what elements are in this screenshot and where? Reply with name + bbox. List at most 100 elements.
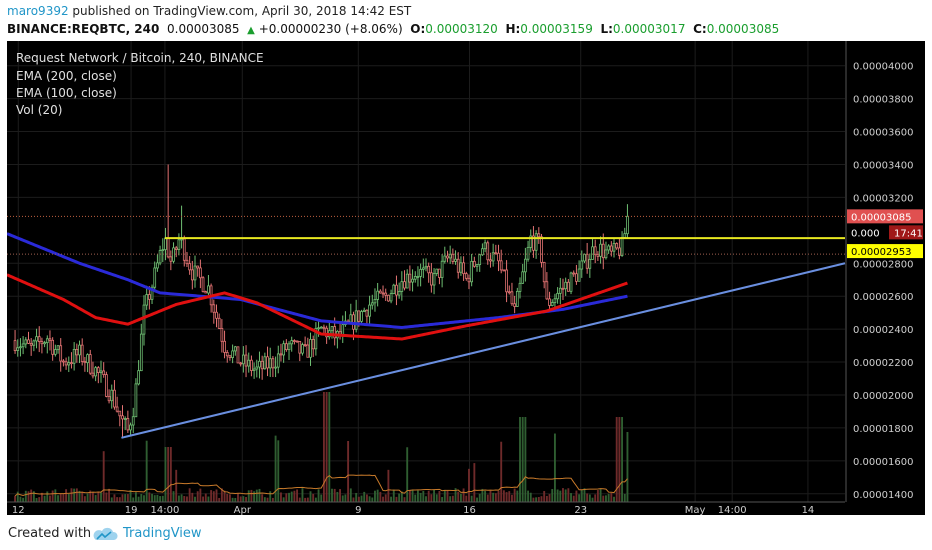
candle-body [131, 416, 135, 426]
candle-body [35, 336, 38, 342]
chart-area[interactable]: 0.00004000 0.00003800 0.00003600 0.00003400… [7, 41, 925, 515]
volume-bar [172, 491, 175, 502]
candle-body [481, 248, 484, 256]
volume-bar [129, 489, 132, 502]
candle-body [287, 343, 291, 351]
candle-body [427, 265, 431, 274]
y-tick-label: 0.00002200 [853, 358, 913, 369]
open-value: 0.00003120 [425, 22, 498, 36]
volume-bar [126, 494, 129, 502]
volume-bar [234, 497, 237, 502]
candle-body [16, 347, 20, 351]
candle-body [309, 339, 312, 358]
volume-bar [194, 496, 196, 502]
volume-bar [511, 494, 513, 502]
legend-ema200: EMA (200, close) [16, 69, 117, 83]
x-tick-label: 14:00 [718, 505, 747, 515]
candle-body [384, 292, 388, 296]
volume-bar [408, 489, 411, 502]
candles [13, 164, 629, 438]
candle-body [48, 338, 52, 341]
candle-body [459, 262, 463, 273]
volume-bar [322, 392, 325, 502]
candle-body [505, 269, 508, 293]
candle-body [577, 268, 581, 282]
candle-body [233, 346, 237, 352]
candle-body [64, 361, 68, 366]
volume-bar [148, 492, 151, 502]
volume-bar [169, 447, 172, 502]
volume-bar [202, 496, 205, 502]
candle-body [51, 339, 55, 355]
ohlc-line: BINANCE:REQBTC, 240 0.00003085 ▲ +0.0000… [7, 22, 779, 36]
volume-bar [250, 489, 253, 502]
volume-bar [263, 497, 266, 502]
candle-body [475, 264, 479, 267]
volume-bar [309, 491, 312, 502]
volume-bar [143, 495, 145, 502]
volume-bar [591, 497, 594, 502]
candle-body [376, 290, 379, 300]
candle-body [193, 265, 197, 281]
volume-bar [285, 493, 288, 502]
volume-bar [113, 494, 116, 502]
candle-body [86, 354, 89, 364]
volume-bar [110, 497, 113, 502]
chart-header: maro9392 published on TradingView.com, A… [0, 0, 932, 40]
volume-bar [596, 490, 599, 502]
volume-bar [459, 493, 462, 502]
candle-body [298, 340, 302, 354]
volume-bar [449, 496, 452, 502]
candle-body [357, 310, 361, 322]
candle-body [129, 424, 132, 431]
candle-body [123, 418, 127, 420]
volume-bar [494, 493, 497, 502]
candle-body [212, 304, 216, 313]
candle-body [156, 262, 159, 269]
volume-bar [516, 490, 519, 502]
candle-body [145, 294, 149, 306]
x-tick-label: 9 [355, 505, 361, 515]
candle-body [507, 291, 511, 294]
volume-bar [253, 491, 256, 502]
volume-bar [86, 493, 89, 502]
volume-bar [433, 489, 436, 502]
volume-bar [621, 417, 624, 502]
candle-body [446, 255, 449, 259]
candle-body [271, 358, 275, 369]
price-chart[interactable]: 0.00004000 0.00003800 0.00003600 0.00003400… [7, 41, 925, 515]
volume-bar [425, 496, 427, 502]
publish-info: published on TradingView.com, April 30, … [68, 4, 412, 18]
x-tick-label: 16 [463, 505, 476, 515]
close-label: C: [693, 22, 707, 36]
candle-body [400, 281, 404, 292]
volume-bar [395, 496, 398, 502]
candle-body [491, 252, 495, 262]
candle-body [325, 327, 328, 338]
candle-body [137, 370, 140, 385]
author-link[interactable]: maro9392 [7, 4, 69, 18]
volume-bar [57, 495, 59, 502]
candle-body [550, 302, 554, 306]
tradingview-link[interactable]: TradingView [123, 526, 202, 541]
candle-body [333, 326, 337, 339]
volume-bar [430, 494, 433, 502]
volume-bar [24, 490, 27, 502]
volume-bar [228, 494, 231, 502]
candle-body [365, 309, 369, 317]
volume-bar [118, 497, 121, 502]
candle-body [54, 349, 57, 355]
candle-body [392, 284, 396, 294]
candle-body [306, 344, 310, 358]
candle-body [121, 415, 124, 420]
volume-bar [22, 497, 25, 502]
volume-bar [548, 494, 551, 502]
candle-body [368, 304, 371, 317]
candle-body [276, 353, 280, 368]
volume-bar [59, 493, 62, 502]
volume-bar [583, 488, 586, 502]
volume-bar [626, 432, 629, 502]
candle-body [293, 340, 296, 342]
x-tick-label: 23 [574, 505, 587, 515]
candle-body [478, 254, 482, 265]
